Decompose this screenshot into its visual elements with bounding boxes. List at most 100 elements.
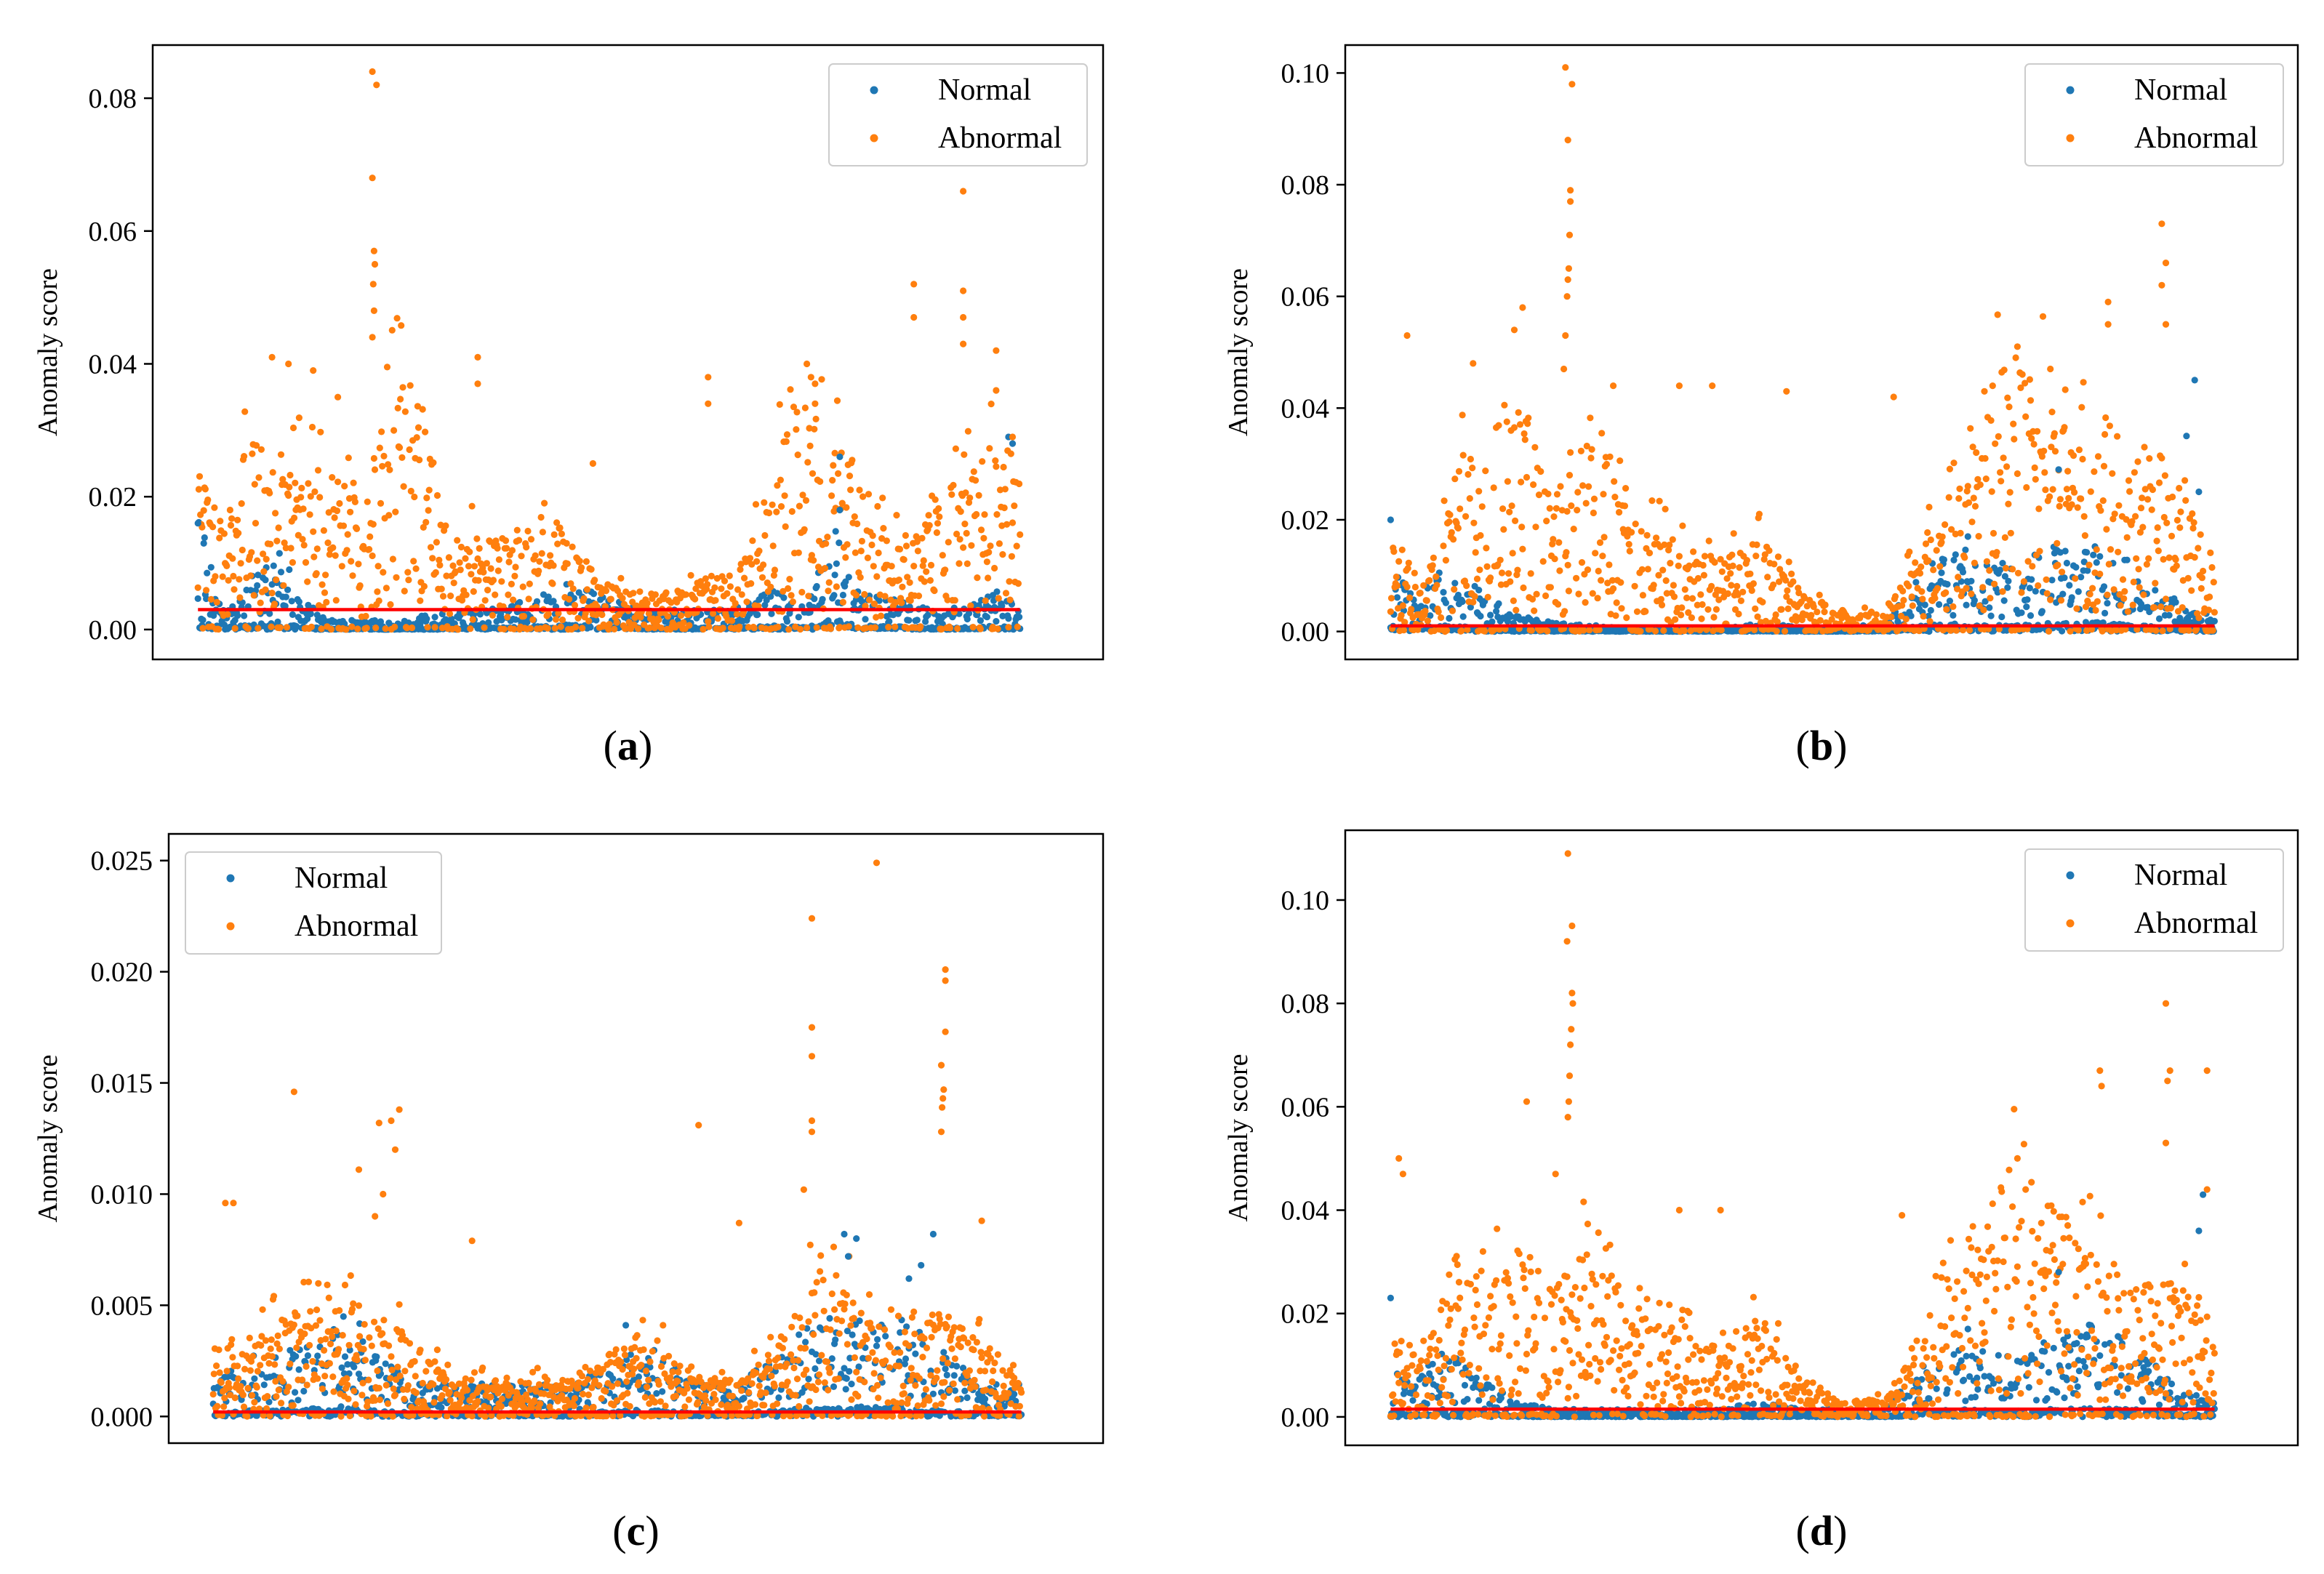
abnormal-point — [1594, 595, 1601, 602]
abnormal-point — [1774, 553, 1782, 561]
abnormal-point — [1567, 449, 1574, 457]
abnormal-point — [1688, 614, 1695, 622]
abnormal-point — [591, 577, 598, 584]
abnormal-point — [646, 624, 654, 632]
abnormal-point — [1945, 494, 1952, 501]
abnormal-point — [1592, 550, 1599, 557]
abnormal-point — [956, 536, 963, 543]
abnormal-point — [1440, 542, 1447, 550]
abnormal-point — [262, 586, 269, 593]
abnormal-point — [219, 573, 226, 580]
abnormal-point — [1438, 614, 1445, 622]
abnormal-point — [870, 563, 877, 570]
abnormal-point — [1533, 590, 1540, 598]
abnormal-point — [396, 444, 404, 451]
normal-point — [2066, 582, 2073, 589]
normal-point — [431, 614, 438, 621]
abnormal-point — [797, 625, 804, 633]
abnormal-point — [966, 494, 974, 502]
abnormal-point — [1709, 382, 1716, 390]
abnormal-point — [957, 508, 964, 515]
abnormal-point — [427, 544, 435, 551]
abnormal-point — [419, 406, 426, 413]
abnormal-point — [354, 625, 361, 633]
abnormal-point — [1606, 561, 1613, 569]
abnormal-point — [2026, 376, 2033, 383]
normal-point — [2001, 573, 2008, 580]
abnormal-point — [2002, 564, 2010, 572]
normal-point — [2165, 611, 2173, 619]
abnormal-point — [382, 625, 389, 633]
abnormal-point — [273, 537, 281, 545]
abnormal-point — [2165, 554, 2173, 561]
abnormal-point — [373, 81, 380, 89]
abnormal-point — [2152, 627, 2160, 635]
abnormal-point — [868, 541, 875, 549]
abnormal-point — [422, 428, 429, 435]
panel-label: (a) — [604, 722, 653, 769]
abnormal-point — [1776, 578, 1783, 585]
abnormal-point — [2069, 452, 2077, 459]
abnormal-point — [209, 523, 217, 531]
abnormal-point — [508, 547, 516, 554]
abnormal-point — [2074, 504, 2081, 511]
abnormal-point — [1595, 567, 1602, 575]
abnormal-point — [271, 601, 279, 608]
abnormal-point — [1766, 547, 1773, 555]
abnormal-point — [748, 561, 756, 568]
abnormal-point — [668, 599, 675, 606]
abnormal-point — [1975, 533, 1982, 540]
abnormal-point — [781, 492, 788, 499]
abnormal-point — [2077, 495, 2085, 502]
abnormal-point — [454, 537, 461, 544]
abnormal-point — [2068, 501, 2075, 508]
abnormal-point — [1643, 531, 1651, 539]
abnormal-point — [1790, 578, 1797, 585]
normal-point — [294, 1397, 302, 1404]
normal-point — [1946, 598, 1953, 605]
abnormal-point — [502, 537, 510, 545]
abnormal-point — [1983, 558, 1990, 565]
legend-label: Abnormal — [2134, 121, 2258, 155]
abnormal-point — [282, 545, 289, 552]
abnormal-point — [835, 470, 842, 478]
abnormal-point — [2159, 627, 2166, 635]
abnormal-point — [2152, 579, 2159, 587]
abnormal-point — [1524, 420, 1531, 427]
normal-point — [262, 577, 269, 584]
abnormal-point — [318, 581, 326, 588]
abnormal-point — [1553, 491, 1561, 498]
abnormal-point — [2099, 627, 2106, 635]
normal-point — [983, 614, 990, 621]
abnormal-point — [387, 601, 394, 609]
abnormal-point — [334, 393, 342, 401]
normal-point — [1459, 613, 1467, 620]
abnormal-point — [2115, 548, 2122, 555]
abnormal-point — [413, 434, 420, 441]
abnormal-point — [578, 564, 585, 571]
abnormal-point — [447, 593, 454, 600]
abnormal-point — [470, 563, 478, 570]
abnormal-point — [1544, 490, 1552, 498]
abnormal-point — [1510, 424, 1518, 431]
abnormal-point — [529, 616, 537, 624]
abnormal-point — [877, 612, 885, 619]
abnormal-point — [1011, 502, 1018, 510]
abnormal-point — [1433, 573, 1440, 580]
abnormal-point — [2061, 424, 2068, 431]
abnormal-point — [379, 462, 386, 470]
abnormal-point — [777, 503, 785, 510]
abnormal-point — [1429, 562, 1436, 569]
abnormal-point — [2006, 403, 2013, 411]
abnormal-point — [852, 549, 859, 556]
abnormal-point — [255, 474, 263, 481]
abnormal-point — [512, 563, 519, 571]
abnormal-point — [829, 477, 836, 484]
abnormal-point — [810, 557, 817, 564]
abnormal-point — [525, 595, 532, 603]
abnormal-point — [1662, 505, 1669, 513]
abnormal-point — [852, 592, 860, 599]
abnormal-point — [308, 423, 316, 431]
abnormal-point — [935, 505, 942, 513]
abnormal-point — [1653, 534, 1660, 542]
